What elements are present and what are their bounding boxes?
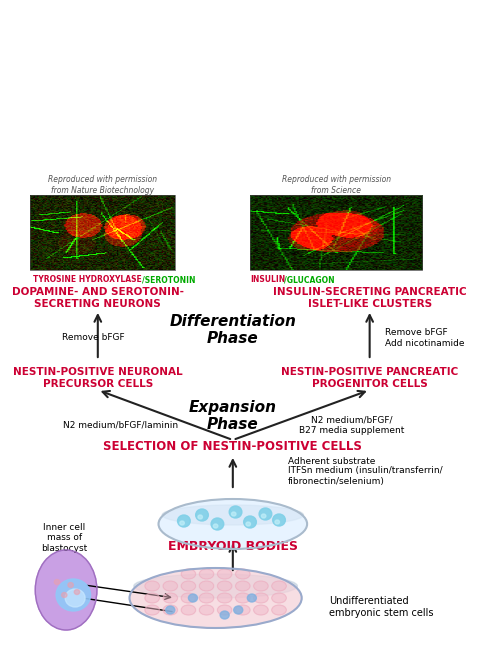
Text: EMBRYOID BODIES: EMBRYOID BODIES: [168, 540, 298, 553]
Ellipse shape: [177, 515, 190, 527]
Text: DOPAMINE- AND SEROTONIN-
SECRETING NEURONS: DOPAMINE- AND SEROTONIN- SECRETING NEURO…: [12, 287, 184, 309]
Bar: [250, 195, 422, 270]
Text: NESTIN-POSITIVE NEURONAL
PRECURSOR CELLS: NESTIN-POSITIVE NEURONAL PRECURSOR CELLS: [13, 367, 183, 389]
Ellipse shape: [198, 515, 203, 519]
Ellipse shape: [272, 593, 286, 603]
Bar: [30, 195, 175, 270]
Text: N2 medium/bFGF/
B27 media supplement: N2 medium/bFGF/ B27 media supplement: [299, 415, 404, 435]
Ellipse shape: [145, 581, 160, 591]
Text: NESTIN-POSITIVE PANCREATIC
PROGENITOR CELLS: NESTIN-POSITIVE PANCREATIC PROGENITOR CE…: [281, 367, 458, 389]
Ellipse shape: [236, 569, 250, 579]
Text: Expansion
Phase: Expansion Phase: [189, 400, 277, 432]
Ellipse shape: [134, 574, 297, 598]
Ellipse shape: [275, 520, 280, 524]
Ellipse shape: [188, 594, 197, 602]
Ellipse shape: [254, 605, 268, 615]
Ellipse shape: [163, 593, 177, 603]
Ellipse shape: [244, 516, 256, 528]
Text: /SEROTONIN: /SEROTONIN: [142, 276, 196, 284]
Text: N2 medium/bFGF/laminin: N2 medium/bFGF/laminin: [63, 421, 178, 430]
Text: INSULIN: INSULIN: [250, 276, 285, 284]
Text: INSULIN-SECRETING PANCREATIC
ISLET-LIKE CLUSTERS: INSULIN-SECRETING PANCREATIC ISLET-LIKE …: [273, 287, 467, 309]
Text: SELECTION OF NESTIN-POSITIVE CELLS: SELECTION OF NESTIN-POSITIVE CELLS: [103, 441, 362, 453]
Ellipse shape: [236, 605, 250, 615]
Ellipse shape: [247, 594, 256, 602]
Ellipse shape: [130, 568, 302, 628]
Ellipse shape: [35, 550, 97, 630]
Ellipse shape: [181, 593, 196, 603]
Text: Inner cell
mass of
blastocyst: Inner cell mass of blastocyst: [41, 523, 87, 553]
Text: ITFSn medium (insulin/transferrin/
fibronectin/selenium): ITFSn medium (insulin/transferrin/ fibro…: [288, 466, 443, 486]
Ellipse shape: [234, 606, 243, 614]
Ellipse shape: [217, 569, 232, 579]
Ellipse shape: [196, 509, 208, 521]
Text: Reproduced with permission
from Science: Reproduced with permission from Science: [282, 176, 391, 195]
Ellipse shape: [229, 506, 242, 518]
Ellipse shape: [181, 605, 196, 615]
Ellipse shape: [199, 569, 214, 579]
Ellipse shape: [162, 505, 304, 525]
Ellipse shape: [213, 524, 218, 528]
Ellipse shape: [246, 522, 250, 526]
Ellipse shape: [199, 593, 214, 603]
Ellipse shape: [145, 593, 160, 603]
Ellipse shape: [145, 605, 160, 615]
Ellipse shape: [181, 569, 196, 579]
Ellipse shape: [254, 593, 268, 603]
Ellipse shape: [236, 581, 250, 591]
Ellipse shape: [272, 514, 285, 526]
Ellipse shape: [236, 593, 250, 603]
Ellipse shape: [211, 518, 224, 530]
Ellipse shape: [68, 582, 73, 588]
Ellipse shape: [217, 605, 232, 615]
Ellipse shape: [166, 606, 175, 614]
Ellipse shape: [54, 580, 60, 584]
Text: /GLUCAGON: /GLUCAGON: [283, 276, 334, 284]
Text: Adherent substrate: Adherent substrate: [288, 457, 375, 466]
Ellipse shape: [272, 581, 286, 591]
Ellipse shape: [56, 579, 90, 611]
Text: Reproduced with permission
from Nature Biotechnology: Reproduced with permission from Nature B…: [48, 176, 157, 195]
Text: Remove bFGF: Remove bFGF: [62, 333, 124, 343]
Ellipse shape: [163, 581, 177, 591]
Ellipse shape: [159, 499, 307, 549]
Ellipse shape: [254, 581, 268, 591]
Ellipse shape: [180, 521, 185, 525]
Ellipse shape: [199, 605, 214, 615]
Ellipse shape: [74, 590, 80, 595]
Text: Differentiation
Phase: Differentiation Phase: [169, 314, 296, 346]
Ellipse shape: [231, 512, 236, 516]
Ellipse shape: [261, 514, 266, 518]
Text: TYROSINE HYDROXYLASE: TYROSINE HYDROXYLASE: [33, 276, 141, 284]
Ellipse shape: [217, 581, 232, 591]
Ellipse shape: [65, 589, 85, 607]
Ellipse shape: [163, 605, 177, 615]
Ellipse shape: [220, 611, 229, 619]
Ellipse shape: [272, 605, 286, 615]
Ellipse shape: [62, 593, 67, 597]
Ellipse shape: [181, 581, 196, 591]
Ellipse shape: [199, 581, 214, 591]
Ellipse shape: [217, 593, 232, 603]
Text: Undifferentiated
embryonic stem cells: Undifferentiated embryonic stem cells: [329, 596, 434, 618]
Ellipse shape: [259, 508, 272, 520]
Text: Remove bFGF
Add nicotinamide: Remove bFGF Add nicotinamide: [385, 328, 465, 348]
